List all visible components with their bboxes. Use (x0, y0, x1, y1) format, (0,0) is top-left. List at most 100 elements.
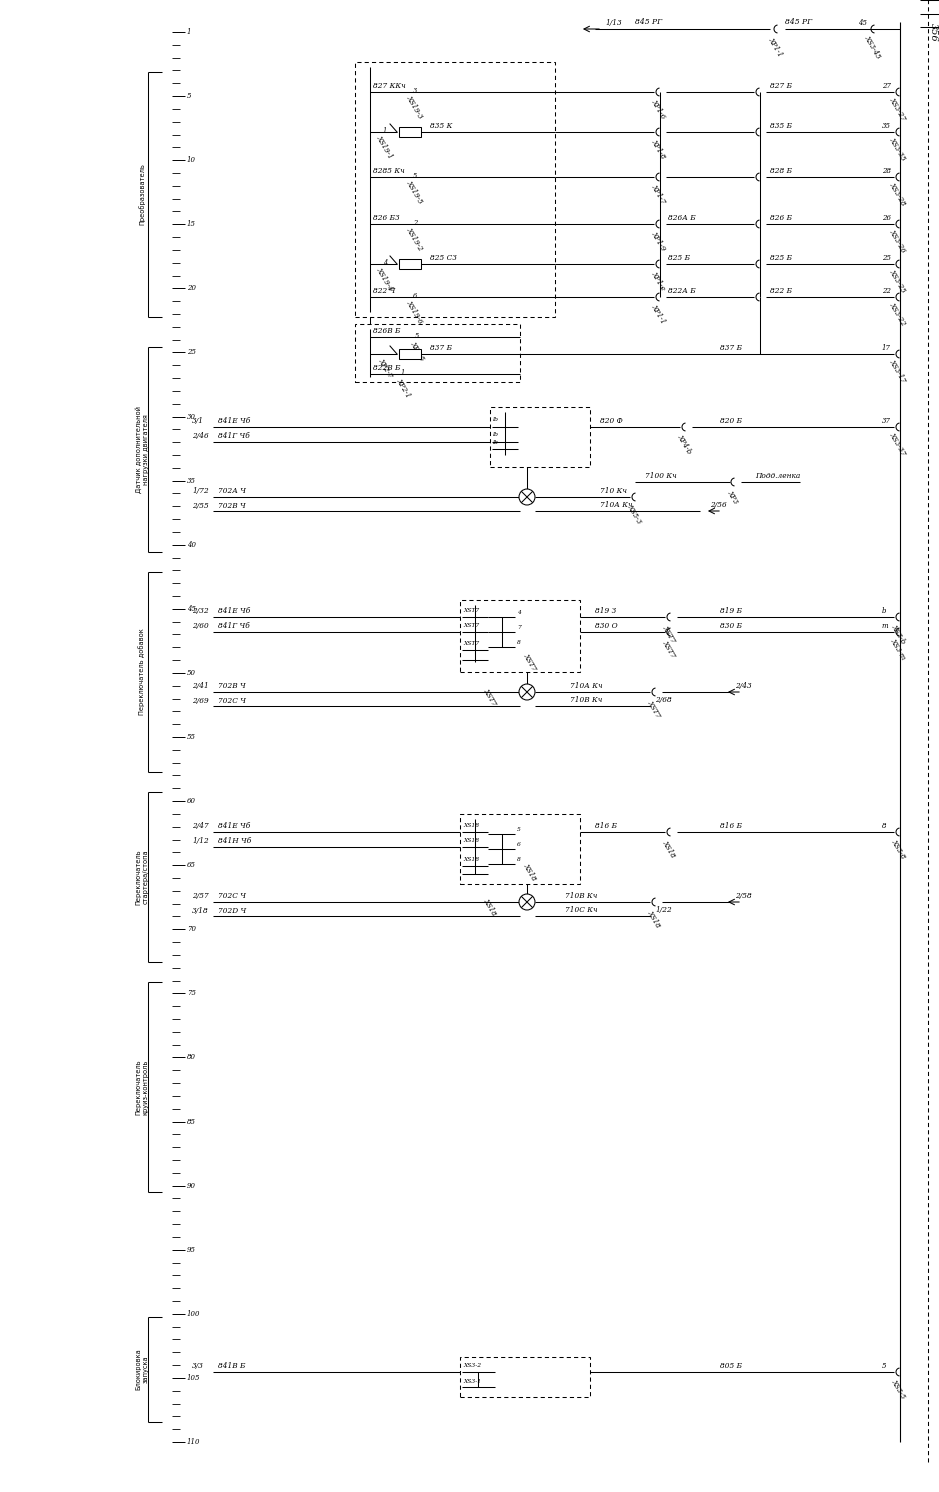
Text: 8: 8 (517, 640, 521, 645)
Circle shape (519, 894, 535, 910)
Text: 30: 30 (187, 413, 196, 421)
Text: 826 Б: 826 Б (770, 213, 792, 222)
Text: 841В Б: 841В Б (218, 1362, 245, 1370)
Text: XP1-9: XP1-9 (649, 230, 667, 252)
Text: 65: 65 (187, 861, 196, 870)
Text: 55: 55 (187, 733, 196, 742)
Text: XS3-8: XS3-8 (889, 839, 907, 861)
Text: XS19-6: XS19-6 (405, 298, 424, 325)
Text: 841Е Чб: 841Е Чб (218, 607, 251, 615)
Text: 28: 28 (882, 167, 891, 175)
Text: 702В Ч: 702В Ч (218, 682, 246, 689)
Text: XST7: XST7 (661, 624, 677, 645)
Text: 2/68: 2/68 (655, 695, 671, 704)
Bar (355, 324, 520, 382)
Text: 3/1: 3/1 (192, 416, 204, 425)
Text: XP1-6: XP1-6 (649, 98, 667, 121)
Text: 25: 25 (187, 349, 196, 357)
Text: 80: 80 (187, 1053, 196, 1061)
Text: 1/72: 1/72 (192, 486, 208, 495)
Text: XS3-5: XS3-5 (889, 1377, 907, 1399)
Text: 822 Ч: 822 Ч (373, 286, 395, 295)
Text: 822В Б: 822В Б (373, 364, 400, 372)
Text: m: m (882, 622, 888, 630)
Text: 830 Б: 830 Б (720, 622, 742, 630)
Text: 825 Б: 825 Б (668, 254, 690, 263)
Bar (460, 1358, 590, 1397)
Text: 827 Б: 827 Б (770, 82, 792, 90)
Bar (399, 349, 421, 360)
Text: 50: 50 (187, 668, 196, 677)
Text: 26: 26 (882, 213, 891, 222)
Text: 837 Б: 837 Б (430, 345, 452, 352)
Bar (355, 63, 555, 316)
Text: XP2-7: XP2-7 (377, 357, 393, 379)
Text: 2/56: 2/56 (710, 501, 727, 509)
Text: XS3-35: XS3-35 (888, 136, 908, 163)
Text: 105: 105 (187, 1374, 201, 1382)
Text: XS19-5: XS19-5 (405, 179, 424, 204)
Text: 841Е Чб: 841Е Чб (218, 822, 251, 830)
Text: 10: 10 (187, 157, 196, 164)
Text: XS3-27: XS3-27 (888, 95, 908, 122)
Text: 75: 75 (187, 989, 196, 997)
Text: 2/47: 2/47 (192, 822, 208, 830)
Text: 35: 35 (882, 122, 891, 130)
Text: XP1-8: XP1-8 (649, 137, 667, 160)
Text: 702В Ч: 702В Ч (218, 501, 246, 510)
Text: XST7: XST7 (463, 642, 479, 646)
Text: 2/41: 2/41 (192, 682, 208, 689)
Text: 356: 356 (929, 22, 937, 42)
Text: 90: 90 (187, 1182, 196, 1189)
Text: 827 ККч: 827 ККч (373, 82, 406, 90)
Text: 3/3: 3/3 (192, 1362, 204, 1370)
Text: 1: 1 (383, 127, 387, 134)
Text: XP2-5: XP2-5 (408, 340, 425, 363)
Text: 22: 22 (882, 286, 891, 295)
Text: XS3-b: XS3-b (889, 622, 907, 645)
Text: XST7: XST7 (661, 639, 677, 659)
Text: 835 Б: 835 Б (770, 122, 792, 130)
Text: XS3-25: XS3-25 (888, 269, 908, 294)
Text: 822 Б: 822 Б (770, 286, 792, 295)
Text: 805 Б: 805 Б (720, 1362, 742, 1370)
Text: 841Е Чб: 841Е Чб (218, 416, 251, 425)
Text: XS19-3: XS19-3 (405, 94, 424, 119)
Text: 8285 Кч: 8285 Кч (373, 167, 405, 175)
Text: 702С Ч: 702С Ч (218, 697, 246, 706)
Text: 819 Б: 819 Б (720, 607, 742, 615)
Text: lb: lb (493, 433, 499, 437)
Text: 6: 6 (413, 292, 417, 300)
Text: 710С Кч: 710С Кч (565, 906, 597, 915)
Text: XS18: XS18 (463, 839, 479, 843)
Text: 819 З: 819 З (595, 607, 616, 615)
Circle shape (519, 683, 535, 700)
Text: 15: 15 (187, 221, 196, 228)
Text: 845 РГ: 845 РГ (635, 18, 662, 25)
Text: XS18: XS18 (463, 856, 479, 862)
Text: XP1-1: XP1-1 (649, 303, 667, 325)
Text: 95: 95 (187, 1246, 196, 1253)
Text: 710А Кч: 710А Кч (600, 501, 633, 509)
Text: 816 Б: 816 Б (595, 822, 617, 830)
Text: 7: 7 (517, 625, 521, 630)
Text: 710 Кч: 710 Кч (600, 486, 627, 495)
Text: 7100 Кч: 7100 Кч (645, 471, 677, 480)
Text: 825 СЗ: 825 СЗ (430, 254, 457, 263)
Text: 70: 70 (187, 925, 196, 934)
Text: 826В Б: 826В Б (373, 327, 400, 336)
Text: 5: 5 (187, 93, 192, 100)
Text: 25: 25 (882, 254, 891, 263)
Text: 1/22: 1/22 (655, 906, 671, 915)
Text: b: b (882, 607, 886, 615)
Text: Переключатель добавок: Переключатель добавок (139, 628, 146, 715)
Text: 1/13: 1/13 (605, 19, 622, 27)
Text: 27: 27 (882, 82, 891, 90)
Text: XS18: XS18 (522, 862, 538, 882)
Text: 4: 4 (517, 610, 521, 615)
Text: 20: 20 (187, 285, 196, 292)
Text: XP4-b: XP4-b (675, 433, 693, 455)
Text: Подд.ленка: Подд.ленка (755, 471, 800, 480)
Text: 841Г Чб: 841Г Чб (218, 433, 250, 440)
Text: 825 Б: 825 Б (770, 254, 792, 263)
